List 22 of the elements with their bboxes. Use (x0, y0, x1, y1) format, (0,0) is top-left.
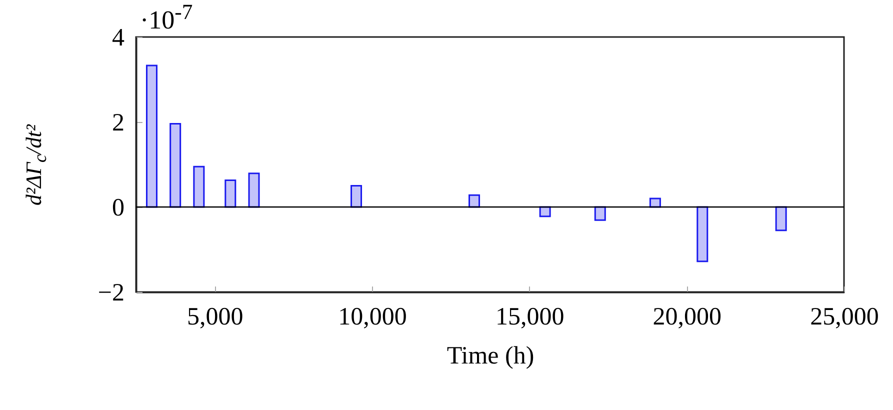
bar (193, 166, 205, 208)
x-tick-label: 20,000 (652, 304, 722, 330)
bar (649, 198, 661, 208)
x-tick-label: 25,000 (810, 304, 879, 330)
x-tick-label: 15,000 (495, 304, 564, 330)
y-tick-label: 0 (112, 194, 124, 222)
bar (775, 206, 787, 232)
bar (350, 185, 362, 208)
x-tick-label: 5,000 (187, 304, 244, 330)
bar (224, 179, 236, 208)
bar (594, 206, 606, 221)
bar (170, 122, 182, 208)
bar (696, 206, 708, 262)
y-tick-label: −2 (98, 280, 124, 306)
text: ·10$^{-7}$ (140, 0, 193, 36)
bar (248, 172, 260, 208)
y-tick-label: 4 (112, 24, 125, 52)
x-tick-label: 10,000 (338, 304, 407, 330)
y-tick-label: 2 (112, 110, 124, 136)
bar (468, 194, 480, 208)
x-axis-title: Time (h) (446, 342, 534, 370)
bar (146, 64, 158, 208)
